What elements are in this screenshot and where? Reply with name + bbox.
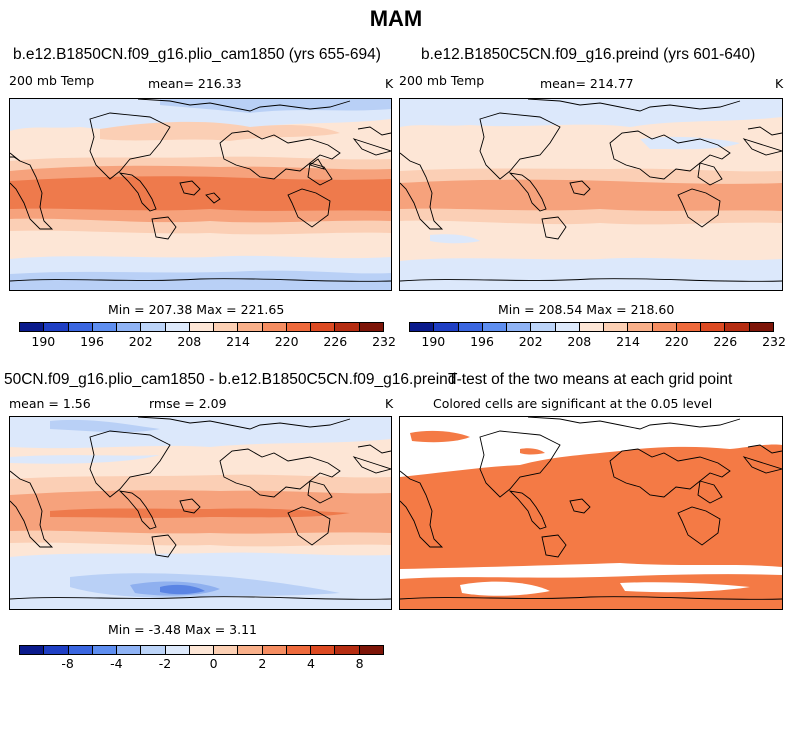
colorbar-swatch xyxy=(628,323,653,331)
colorbar-swatch xyxy=(214,323,239,331)
colorbar-swatch xyxy=(701,323,726,331)
colorbar-tick-label: 202 xyxy=(128,334,153,349)
colorbar-swatch xyxy=(92,646,118,654)
colorbar-tick-label: 4 xyxy=(307,656,315,671)
colorbar-swatch xyxy=(214,646,239,654)
colorbar-swatch xyxy=(359,646,383,654)
colorbar-tick-label: 232 xyxy=(762,334,786,349)
colorbar-swatch xyxy=(44,646,69,654)
colorbar-swatch xyxy=(335,323,360,331)
variable-label-top-right: 200 mb Temp xyxy=(399,73,485,88)
colorbar-swatch xyxy=(189,646,215,654)
colorbar-swatch xyxy=(458,323,483,331)
colorbar-swatch xyxy=(652,323,677,331)
colorbar-tick-label: 8 xyxy=(355,656,364,671)
panel-title-top-left: b.e12.B1850CN.f09_g16.plio_cam1850 (yrs … xyxy=(13,46,381,63)
variable-label-top-left: 200 mb Temp xyxy=(9,73,95,88)
colorbar-swatch xyxy=(676,323,702,331)
colorbar-swatch xyxy=(410,323,435,331)
colorbar-tick-label: 232 xyxy=(372,334,396,349)
colorbar-swatch xyxy=(141,323,166,331)
units-label-top-right: K xyxy=(775,76,784,91)
rmse-label-bottom-left: rmse = 2.09 xyxy=(149,396,227,411)
colorbar-swatch xyxy=(555,323,580,331)
colorbar-swatch xyxy=(68,646,93,654)
colorbar-tick-label: 214 xyxy=(616,334,640,349)
colorbar-swatch xyxy=(92,323,118,331)
mean-label-top-left: mean= 216.33 xyxy=(148,76,242,91)
colorbar-tick-label: 226 xyxy=(713,334,738,349)
panel-title-top-right: b.e12.B1850C5CN.f09_g16.preind (yrs 601-… xyxy=(421,46,756,63)
colorbar-ticks-top-right: 190 196 202 208 214 220 226 232 xyxy=(409,334,786,350)
colorbar-tick-label: 220 xyxy=(274,334,299,349)
minmax-top-left: Min = 207.38 Max = 221.65 xyxy=(108,302,285,317)
colorbar-swatch xyxy=(262,323,287,331)
colorbar-tick-label: 202 xyxy=(518,334,543,349)
mean-label-top-right: mean= 214.77 xyxy=(540,76,634,91)
colorbar-swatch xyxy=(20,646,45,654)
colorbar-tick-label: 208 xyxy=(567,334,592,349)
units-label-bottom-left: K xyxy=(385,396,394,411)
colorbar-tick-label: 208 xyxy=(177,334,202,349)
colorbar-swatch xyxy=(579,323,605,331)
figure-title: MAM xyxy=(369,6,423,31)
colorbar-swatch xyxy=(434,323,459,331)
colorbar-swatch xyxy=(604,323,629,331)
colorbar-swatch xyxy=(311,323,336,331)
colorbar-swatch xyxy=(286,646,312,654)
colorbar-swatch xyxy=(359,323,383,331)
minmax-top-right: Min = 208.54 Max = 218.60 xyxy=(498,302,675,317)
colorbar-tick-label: 2 xyxy=(258,656,267,671)
colorbar-swatch xyxy=(531,323,556,331)
minmax-bottom-left: Min = -3.48 Max = 3.11 xyxy=(108,622,258,637)
colorbar-swatch xyxy=(238,646,263,654)
colorbar-swatch xyxy=(262,646,287,654)
colorbar-swatch xyxy=(335,646,360,654)
colorbar-swatch xyxy=(44,323,69,331)
colorbar-swatch xyxy=(482,323,508,331)
colorbar-swatch xyxy=(238,323,263,331)
colorbar-top-right xyxy=(409,322,774,332)
units-label-top-left: K xyxy=(385,76,394,91)
colorbar-tick-label: 220 xyxy=(664,334,689,349)
colorbar-top-left xyxy=(19,322,384,332)
panel-subtitle-bottom-right: Colored cells are significant at the 0.0… xyxy=(433,396,713,411)
map-bottom-right xyxy=(399,416,783,610)
panel-title-bottom-right: T-test of the two means at each grid poi… xyxy=(448,371,733,388)
map-top-right xyxy=(399,98,783,291)
colorbar-swatch xyxy=(189,323,215,331)
mean-label-bottom-left: mean = 1.56 xyxy=(9,396,91,411)
colorbar-tick-label: 196 xyxy=(470,334,494,349)
colorbar-tick-label: -4 xyxy=(110,656,123,671)
colorbar-ticks-bottom-left: -8 -4 -2 0 2 4 8 xyxy=(19,656,384,672)
colorbar-tick-label: 214 xyxy=(226,334,250,349)
colorbar-tick-label: -8 xyxy=(61,656,74,671)
colorbar-swatch xyxy=(311,646,336,654)
colorbar-swatch xyxy=(141,646,166,654)
colorbar-swatch xyxy=(117,323,142,331)
colorbar-tick-label: -2 xyxy=(158,656,172,671)
colorbar-swatch xyxy=(286,323,312,331)
colorbar-tick-label: 190 xyxy=(31,334,56,349)
map-top-left xyxy=(9,98,392,291)
colorbar-swatch xyxy=(749,323,773,331)
colorbar-swatch xyxy=(165,323,190,331)
colorbar-bottom-left xyxy=(19,645,384,655)
colorbar-swatch xyxy=(165,646,190,654)
colorbar-swatch xyxy=(725,323,750,331)
colorbar-ticks-top-left: 190 196 202 208 214 220 226 232 xyxy=(19,334,396,350)
colorbar-swatch xyxy=(20,323,45,331)
colorbar-tick-label: 196 xyxy=(80,334,104,349)
colorbar-tick-label: 226 xyxy=(323,334,348,349)
colorbar-tick-label: 0 xyxy=(209,656,218,671)
map-bottom-left xyxy=(9,416,392,610)
colorbar-swatch xyxy=(68,323,93,331)
colorbar-swatch xyxy=(117,646,142,654)
colorbar-tick-label: 190 xyxy=(421,334,446,349)
colorbar-swatch xyxy=(507,323,532,331)
panel-title-bottom-left: 50CN.f09_g16.plio_cam1850 - b.e12.B1850C… xyxy=(4,371,457,388)
